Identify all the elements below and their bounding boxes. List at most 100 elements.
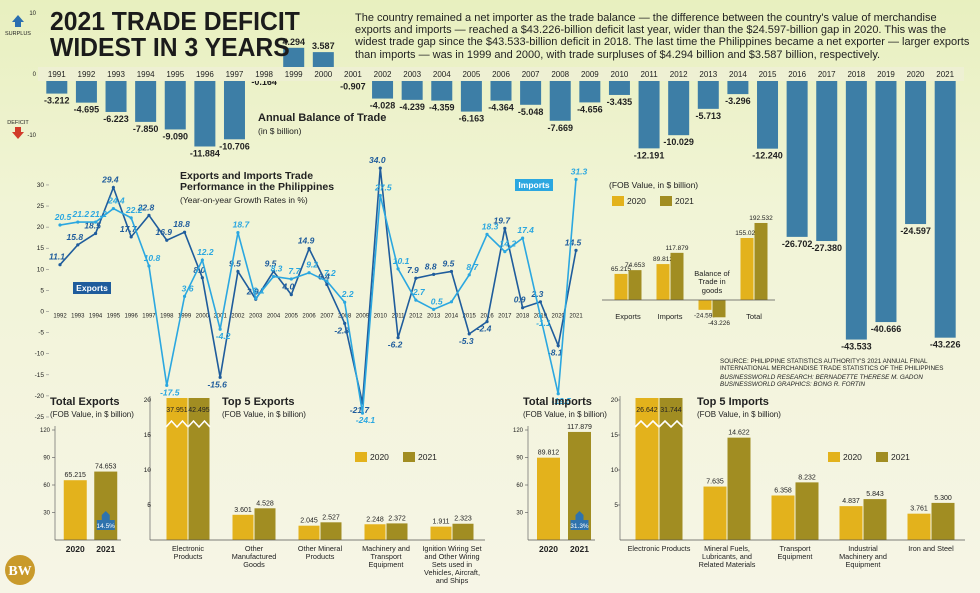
x-tick-label: 1995 (166, 70, 184, 79)
x-tick-label: 2007 (522, 70, 540, 79)
value-label: 7.2 (324, 268, 336, 278)
x-tick-label: 2021 (569, 314, 583, 320)
bar (907, 513, 931, 540)
point (485, 232, 489, 236)
x-tick-label: 1991 (48, 70, 66, 79)
x-tick-label: 2003 (403, 70, 421, 79)
chart-title: Top 5 Exports (222, 396, 295, 408)
point (76, 243, 80, 247)
value-label: 8.232 (798, 474, 816, 481)
value-label: -27.380 (811, 243, 842, 253)
x-tick-label: 2020 (539, 544, 558, 554)
axis-break (658, 419, 684, 429)
value-label: 29.4 (101, 174, 119, 184)
deficit-arrow (12, 127, 24, 139)
value-label: 21.2 (72, 209, 90, 219)
point (574, 177, 578, 182)
value-label: -43.533 (841, 342, 872, 352)
x-tick-label: Total (746, 312, 762, 321)
point (360, 411, 365, 415)
legend-swatch (355, 452, 367, 462)
value-label: -17.5 (160, 387, 180, 397)
y-tick-label: 90 (516, 456, 523, 462)
bar (166, 398, 188, 540)
value-label: -8.1 (548, 348, 563, 358)
value-label: -4.028 (370, 101, 396, 111)
x-tick-label: 2002 (231, 314, 245, 320)
point (271, 274, 276, 279)
value-label: -10.029 (663, 137, 694, 147)
x-tick-label: 1998 (160, 314, 174, 320)
bar (364, 524, 386, 540)
x-tick-label: 1994 (89, 314, 103, 320)
x-tick-label: Electronic Products (171, 544, 205, 562)
x-tick-label: 2007 (320, 314, 334, 320)
value-label: -10.706 (219, 141, 250, 151)
x-tick-label: 2012 (409, 314, 423, 320)
value-label: -2.4 (477, 324, 492, 334)
value-label: 18.8 (173, 219, 190, 229)
value-label: -12.191 (634, 150, 665, 160)
value-label: 2.045 (300, 518, 318, 525)
value-label: -15.6 (207, 379, 227, 389)
x-tick-label: 2006 (492, 70, 510, 79)
x-tick-label: 2004 (267, 314, 281, 320)
value-label: -24.597 (694, 312, 716, 319)
value-label: 1.911 (433, 519, 450, 526)
x-tick-label: 2019 (877, 70, 895, 79)
value-label: 34.0 (369, 155, 386, 165)
x-tick-label: 2018 (516, 314, 530, 320)
x-tick-label: 1995 (107, 314, 121, 320)
x-tick-label: 2011 (392, 314, 406, 320)
x-tick-label: 1993 (107, 70, 125, 79)
x-tick-label: 1993 (71, 314, 85, 320)
value-label: -43.226 (708, 320, 730, 327)
value-label: 17.4 (517, 225, 534, 235)
point (307, 271, 311, 275)
bar (430, 526, 452, 540)
x-tick-label: 1999 (178, 314, 192, 320)
value-label: 5.843 (866, 491, 884, 498)
deficit-label: DEFICIT (7, 120, 29, 126)
x-tick-label: 2011 (640, 70, 658, 79)
bar (75, 74, 97, 103)
bar (668, 74, 690, 136)
bar (839, 506, 863, 540)
x-tick-label: 1999 (285, 70, 303, 79)
y-tick-label: 60 (43, 483, 50, 489)
y-tick-label: -5 (38, 330, 44, 337)
x-tick-label: 2000 (196, 314, 210, 320)
y-tick-label: 20 (611, 397, 619, 404)
chart-subtitle: (Year-on-year Growth Rates in %) (180, 195, 308, 205)
value-label: -40.666 (871, 324, 902, 334)
bar (452, 523, 474, 540)
x-tick-label: 2003 (249, 314, 263, 320)
y-tick-label: 30 (37, 182, 45, 189)
value-label: -4.364 (488, 103, 514, 113)
value-label: 192.532 (749, 215, 773, 222)
point (218, 375, 222, 379)
bar (771, 495, 795, 540)
point (271, 269, 276, 274)
x-tick-label: 1998 (255, 70, 273, 79)
point (58, 263, 62, 267)
bar (697, 74, 719, 109)
value-label: 19.7 (494, 215, 512, 225)
value-label: -24.597 (900, 226, 931, 236)
y-tick-label: 15 (144, 432, 152, 439)
y-tick-label: 0 (33, 72, 37, 78)
legend-swatch (612, 196, 624, 206)
x-tick-label: Machinery and Transport Equipment (362, 544, 410, 570)
value-label: 74.653 (95, 464, 117, 471)
growth-badge (96, 511, 115, 530)
x-tick-label: Other Mineral Products (297, 544, 343, 562)
x-tick-label: Mineral Fuels, Lubricants, and Related M… (698, 544, 756, 570)
series-callout (515, 179, 553, 191)
value-label: 89.812 (653, 256, 673, 263)
value-label: 8.8 (425, 261, 437, 271)
logo: BW (8, 564, 31, 579)
point (93, 220, 98, 224)
value-label: 0.9 (514, 295, 526, 305)
value-label: -4.359 (429, 103, 455, 113)
chart-subtitle: (FOB Value, in $ billion) (523, 410, 607, 419)
